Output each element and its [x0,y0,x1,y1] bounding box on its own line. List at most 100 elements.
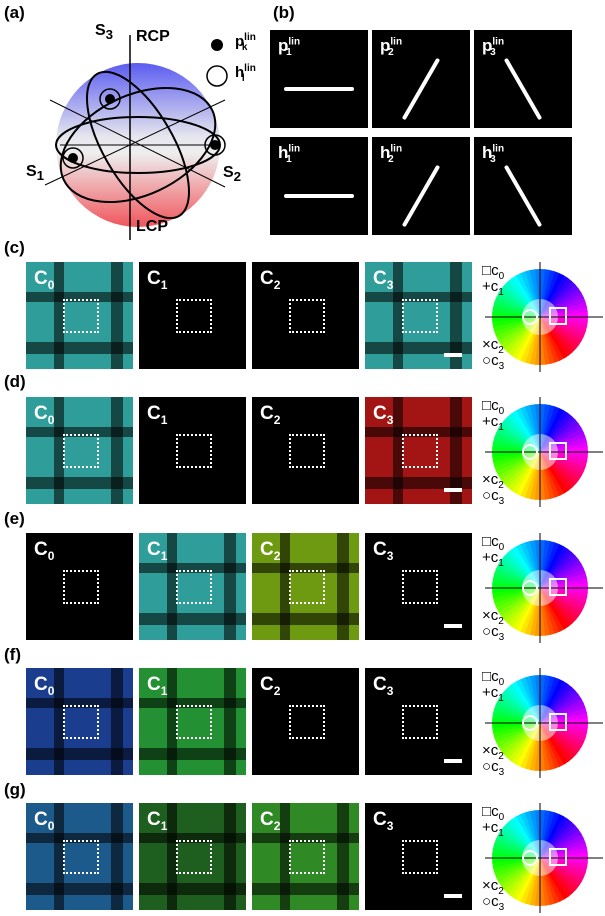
panel-c-c3: C3 [365,262,472,369]
selection-box [176,840,212,874]
panel-label-g: (g) [4,780,26,799]
legend-entry: +c1 [482,819,504,840]
sphere-legend-symbols [206,39,228,87]
channel-label: C0 [34,674,55,698]
pol-panel-title: hlin3 [482,143,505,166]
grid-bar [365,342,472,354]
panel-e-c3: C3 [365,533,472,640]
panel-d-c0: C0 [26,397,133,504]
panel-c-c0: C0 [26,262,133,369]
selection-box [402,434,438,468]
selection-box [176,570,212,604]
grid-bar [393,397,403,504]
channel-label: C3 [373,674,394,698]
selection-box [63,434,99,468]
pol-panel-title: hlin2 [380,143,403,166]
channel-label: C2 [260,809,281,833]
c0-square-marker [549,578,567,596]
c0-square-marker [549,442,567,460]
lcp-label: LCP [136,218,168,235]
color-wheel-c [485,262,603,372]
legend-symbol-icon: + [482,684,491,701]
selection-box [289,434,325,468]
grid-bar [26,698,133,708]
polarization-line [401,164,441,228]
channel-label: C2 [260,268,281,292]
great-circle [59,86,217,204]
c3-circle-marker [522,444,538,460]
selection-box [63,570,99,604]
legend-entry: +c1 [482,278,504,299]
h-point-3 [204,134,226,156]
legend-entry: ○c3 [482,893,505,914]
channel-label: C1 [147,809,168,833]
selection-box [402,705,438,739]
panel-d-c2: C2 [252,397,359,504]
panel-e-c2: C2 [252,533,359,640]
c0-square-marker [549,713,567,731]
channel-label: C1 [147,674,168,698]
grid-bar [139,883,246,895]
grid-bar [54,803,64,910]
panel-f-c0: C0 [26,668,133,775]
legend-entry: □c0 [482,533,505,554]
legend-symbol-icon: □ [482,397,492,414]
grid-bar [26,748,133,760]
selection-box [176,299,212,333]
scale-bar [444,759,462,763]
selection-box [289,705,325,739]
legend-symbol-icon: ○ [482,487,492,504]
legend-symbol-icon: + [482,549,491,566]
channel-label: C3 [373,809,394,833]
legend-entry: +c1 [482,549,504,570]
legend-entry: □c0 [482,397,505,418]
c0-square-marker [549,307,567,325]
grid-bar [280,533,290,640]
polarization-line [503,57,543,121]
legend-symbol-icon: × [482,336,491,353]
color-wheel-f [485,668,603,778]
legend-entry: ×c2 [482,877,504,898]
c3-circle-marker [522,850,538,866]
grid-bar [54,397,64,504]
grid-bar [26,292,133,302]
panel-e-c0: C0 [26,533,133,640]
h-marker-icon [206,65,228,87]
panel-label-a: (a) [4,3,25,22]
channel-label: C0 [34,539,55,563]
grid-bar [26,477,133,489]
channel-label: C1 [147,539,168,563]
legend-symbol-icon: □ [482,803,492,820]
poincare-sphere [44,35,226,240]
legend-entry: ○c3 [482,758,505,779]
selection-box [402,570,438,604]
panel-label-f: (f) [4,645,21,664]
legend-symbol-icon: □ [482,533,492,550]
legend-symbol-icon: ○ [482,623,492,640]
pol-panel-title: plin1 [278,36,301,59]
grid-bar [280,803,290,910]
grid-bar [139,833,246,843]
p-point-2 [68,153,78,163]
panel-g-c0: C0 [26,803,133,910]
polarization-line [503,164,543,228]
grid-bar [365,292,472,302]
grid-bar [393,262,403,369]
selection-box [63,840,99,874]
selection-box [402,299,438,333]
grid-bar [167,533,177,640]
pol-panel-title: plin2 [380,36,403,59]
legend-entry: □c0 [482,803,505,824]
selection-box [402,840,438,874]
s2-axis [44,99,226,186]
color-wheel-e [485,533,603,643]
grid-bar [139,748,246,760]
grid-bar [252,613,359,625]
panel-d-c1: C1 [139,397,246,504]
grid-bar [252,883,359,895]
p-point-1 [105,94,115,104]
legend-p: plink [235,32,256,53]
panel-g-c2: C2 [252,803,359,910]
selection-box [289,570,325,604]
legend-symbol-icon: + [482,819,491,836]
